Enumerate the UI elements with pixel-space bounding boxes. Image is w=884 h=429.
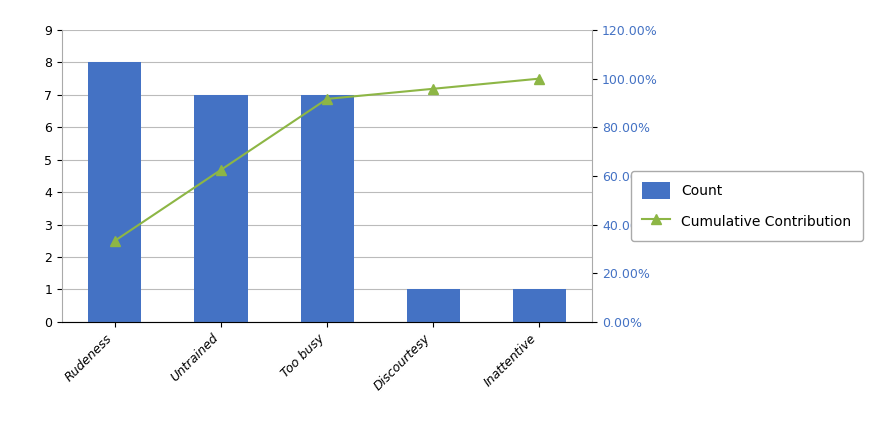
Cumulative Contribution — [534, 76, 545, 81]
Cumulative Contribution — [428, 86, 438, 91]
Bar — [194, 95, 248, 322]
Bar — [513, 289, 566, 322]
Bar — [301, 95, 354, 322]
Cumulative Contribution — [216, 167, 226, 172]
Bar — [88, 63, 141, 322]
Cumulative Contribution — [110, 238, 120, 243]
Bar — [407, 289, 460, 322]
Cumulative Contribution — [322, 97, 332, 102]
Legend: Count, Cumulative Contribution: Count, Cumulative Contribution — [631, 171, 863, 241]
Line: Cumulative Contribution: Cumulative Contribution — [110, 74, 544, 245]
